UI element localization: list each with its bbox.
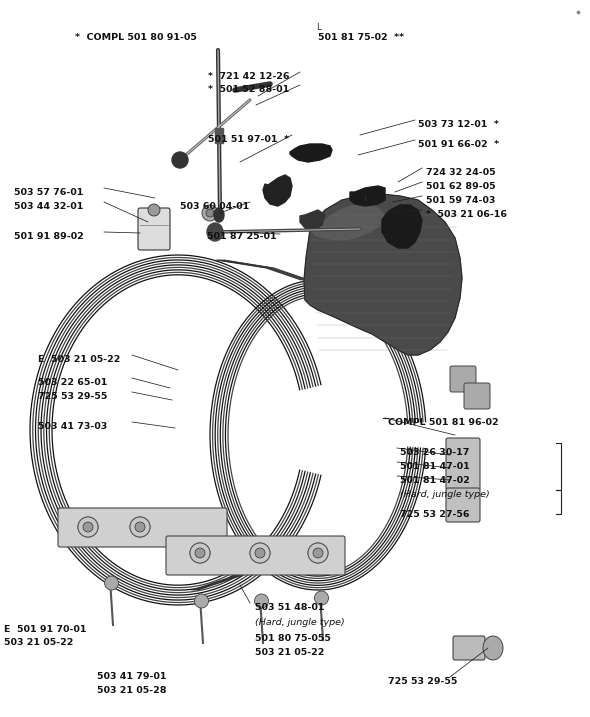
Text: (Hard, jungle type): (Hard, jungle type) xyxy=(400,490,490,499)
Circle shape xyxy=(130,517,150,537)
FancyBboxPatch shape xyxy=(446,438,480,490)
Text: 503 41 73-03: 503 41 73-03 xyxy=(38,422,107,431)
Circle shape xyxy=(195,594,208,608)
Text: 725 53 29-55: 725 53 29-55 xyxy=(388,677,457,686)
FancyBboxPatch shape xyxy=(446,488,480,522)
Circle shape xyxy=(250,543,270,563)
Text: *  721 42 12-26: * 721 42 12-26 xyxy=(208,72,290,81)
Text: 725 53 27-56: 725 53 27-56 xyxy=(400,510,470,519)
Text: *  COMPL 501 80 91-05: * COMPL 501 80 91-05 xyxy=(75,33,197,42)
Text: 501 81 47-01: 501 81 47-01 xyxy=(400,462,470,471)
Text: 725 53 29-55: 725 53 29-55 xyxy=(38,392,107,401)
Polygon shape xyxy=(263,175,292,206)
Text: 503 57 76-01: 503 57 76-01 xyxy=(14,188,83,197)
Circle shape xyxy=(250,543,270,563)
Text: 503 21 05-22: 503 21 05-22 xyxy=(255,648,324,657)
Text: *  503 21 06-16: * 503 21 06-16 xyxy=(426,210,507,219)
FancyBboxPatch shape xyxy=(58,508,227,547)
Text: (Hard, jungle type): (Hard, jungle type) xyxy=(255,618,345,627)
FancyBboxPatch shape xyxy=(464,383,490,409)
Text: 503 21 05-22: 503 21 05-22 xyxy=(4,638,73,647)
Circle shape xyxy=(202,205,218,221)
Text: 501 51 97-01  *: 501 51 97-01 * xyxy=(208,135,289,144)
FancyBboxPatch shape xyxy=(450,366,476,392)
Circle shape xyxy=(130,517,150,537)
Circle shape xyxy=(255,548,265,558)
Bar xyxy=(215,128,223,143)
Circle shape xyxy=(195,548,205,558)
Polygon shape xyxy=(350,186,385,206)
Text: COMPL 501 81 96-02: COMPL 501 81 96-02 xyxy=(388,418,499,427)
Circle shape xyxy=(190,543,210,563)
Text: 501 81 47-02: 501 81 47-02 xyxy=(400,476,470,485)
Text: └: └ xyxy=(314,25,321,35)
Text: 501 81 75-02  **: 501 81 75-02 ** xyxy=(318,33,404,42)
Polygon shape xyxy=(304,194,462,355)
Circle shape xyxy=(78,517,98,537)
Polygon shape xyxy=(290,144,332,162)
FancyBboxPatch shape xyxy=(453,636,485,660)
Text: 501 80 75-055: 501 80 75-055 xyxy=(255,634,331,643)
Text: 503 51 48-01: 503 51 48-01 xyxy=(255,603,324,612)
Circle shape xyxy=(308,543,328,563)
Circle shape xyxy=(308,543,328,563)
Polygon shape xyxy=(300,210,325,230)
Polygon shape xyxy=(230,299,406,571)
Text: 503 22 65-01: 503 22 65-01 xyxy=(38,378,107,387)
Text: 501 59 74-03: 501 59 74-03 xyxy=(426,196,496,205)
Polygon shape xyxy=(382,205,422,248)
Text: 503 44 32-01: 503 44 32-01 xyxy=(14,202,83,211)
Text: 503 60 04-01: 503 60 04-01 xyxy=(180,202,249,211)
Text: 503 26 30-17: 503 26 30-17 xyxy=(400,448,470,457)
FancyBboxPatch shape xyxy=(166,536,345,575)
Circle shape xyxy=(172,152,188,168)
Text: 503 21 05-28: 503 21 05-28 xyxy=(97,686,166,695)
Text: 501 91 66-02  *: 501 91 66-02 * xyxy=(418,140,499,149)
Circle shape xyxy=(313,548,323,558)
Circle shape xyxy=(83,522,93,532)
Text: E  501 91 70-01: E 501 91 70-01 xyxy=(4,625,87,634)
Text: 503 73 12-01  *: 503 73 12-01 * xyxy=(418,120,499,129)
Circle shape xyxy=(254,594,268,608)
Text: 724 32 24-05: 724 32 24-05 xyxy=(426,168,496,177)
Circle shape xyxy=(314,591,329,605)
Circle shape xyxy=(206,209,214,217)
Ellipse shape xyxy=(483,636,503,660)
Text: 501 62 89-05: 501 62 89-05 xyxy=(426,182,496,191)
Ellipse shape xyxy=(207,223,223,241)
Polygon shape xyxy=(312,205,385,240)
Polygon shape xyxy=(54,277,298,583)
Ellipse shape xyxy=(214,208,224,222)
Circle shape xyxy=(135,522,145,532)
Text: 503 41 79-01: 503 41 79-01 xyxy=(97,672,166,681)
Circle shape xyxy=(190,543,210,563)
Circle shape xyxy=(104,576,119,590)
FancyBboxPatch shape xyxy=(138,208,170,250)
Circle shape xyxy=(78,517,98,537)
Text: E  503 21 05-22: E 503 21 05-22 xyxy=(38,355,120,364)
Text: 501 87 25-01: 501 87 25-01 xyxy=(207,232,277,241)
Circle shape xyxy=(148,204,160,216)
Text: 501 91 89-02: 501 91 89-02 xyxy=(14,232,84,241)
Text: *  501 52 88-01: * 501 52 88-01 xyxy=(208,85,289,94)
